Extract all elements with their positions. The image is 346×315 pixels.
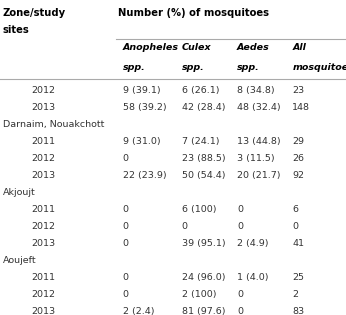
Text: 2 (100): 2 (100) [182, 290, 216, 299]
Text: 39 (95.1): 39 (95.1) [182, 239, 225, 248]
Text: 2 (4.9): 2 (4.9) [237, 239, 268, 248]
Text: 24 (96.0): 24 (96.0) [182, 273, 225, 282]
Text: 6: 6 [292, 205, 298, 214]
Text: Anopheles: Anopheles [123, 43, 179, 52]
Text: 2011: 2011 [31, 137, 55, 146]
Text: Culex: Culex [182, 43, 211, 52]
Text: 22 (23.9): 22 (23.9) [123, 171, 166, 180]
Text: 48 (32.4): 48 (32.4) [237, 103, 281, 112]
Text: Aoujeft: Aoujeft [3, 256, 36, 265]
Text: Akjoujt: Akjoujt [3, 188, 36, 197]
Text: 0: 0 [123, 205, 129, 214]
Text: 1 (4.0): 1 (4.0) [237, 273, 268, 282]
Text: 81 (97.6): 81 (97.6) [182, 307, 225, 315]
Text: 2012: 2012 [31, 86, 55, 95]
Text: 29: 29 [292, 137, 304, 146]
Text: 50 (54.4): 50 (54.4) [182, 171, 225, 180]
Text: 83: 83 [292, 307, 304, 315]
Text: 0: 0 [237, 290, 243, 299]
Text: 92: 92 [292, 171, 304, 180]
Text: spp.: spp. [237, 63, 260, 72]
Text: 0: 0 [123, 290, 129, 299]
Text: 2012: 2012 [31, 154, 55, 163]
Text: 2013: 2013 [31, 171, 55, 180]
Text: 9 (31.0): 9 (31.0) [123, 137, 161, 146]
Text: 25: 25 [292, 273, 304, 282]
Text: 2011: 2011 [31, 273, 55, 282]
Text: 41: 41 [292, 239, 304, 248]
Text: Number (%) of mosquitoes: Number (%) of mosquitoes [118, 8, 268, 18]
Text: Aedes: Aedes [237, 43, 270, 52]
Text: 0: 0 [237, 307, 243, 315]
Text: 0: 0 [182, 222, 188, 231]
Text: All: All [292, 43, 306, 52]
Text: 8 (34.8): 8 (34.8) [237, 86, 275, 95]
Text: 13 (44.8): 13 (44.8) [237, 137, 281, 146]
Text: 2013: 2013 [31, 307, 55, 315]
Text: 0: 0 [123, 154, 129, 163]
Text: 2: 2 [292, 290, 298, 299]
Text: 20 (21.7): 20 (21.7) [237, 171, 281, 180]
Text: 148: 148 [292, 103, 310, 112]
Text: 0: 0 [123, 222, 129, 231]
Text: 9 (39.1): 9 (39.1) [123, 86, 161, 95]
Text: 23: 23 [292, 86, 304, 95]
Text: 2 (2.4): 2 (2.4) [123, 307, 154, 315]
Text: 6 (26.1): 6 (26.1) [182, 86, 219, 95]
Text: Darnaim, Nouakchott: Darnaim, Nouakchott [3, 120, 104, 129]
Text: 2012: 2012 [31, 290, 55, 299]
Text: spp.: spp. [182, 63, 204, 72]
Text: 42 (28.4): 42 (28.4) [182, 103, 225, 112]
Text: 2013: 2013 [31, 103, 55, 112]
Text: 0: 0 [237, 205, 243, 214]
Text: 3 (11.5): 3 (11.5) [237, 154, 275, 163]
Text: 2013: 2013 [31, 239, 55, 248]
Text: 26: 26 [292, 154, 304, 163]
Text: 0: 0 [123, 239, 129, 248]
Text: 58 (39.2): 58 (39.2) [123, 103, 166, 112]
Text: 0: 0 [237, 222, 243, 231]
Text: Zone/study: Zone/study [3, 8, 66, 18]
Text: spp.: spp. [123, 63, 146, 72]
Text: 7 (24.1): 7 (24.1) [182, 137, 219, 146]
Text: 2011: 2011 [31, 205, 55, 214]
Text: sites: sites [3, 25, 29, 35]
Text: 6 (100): 6 (100) [182, 205, 216, 214]
Text: 0: 0 [292, 222, 298, 231]
Text: 2012: 2012 [31, 222, 55, 231]
Text: 23 (88.5): 23 (88.5) [182, 154, 225, 163]
Text: 0: 0 [123, 273, 129, 282]
Text: mosquitoes: mosquitoes [292, 63, 346, 72]
